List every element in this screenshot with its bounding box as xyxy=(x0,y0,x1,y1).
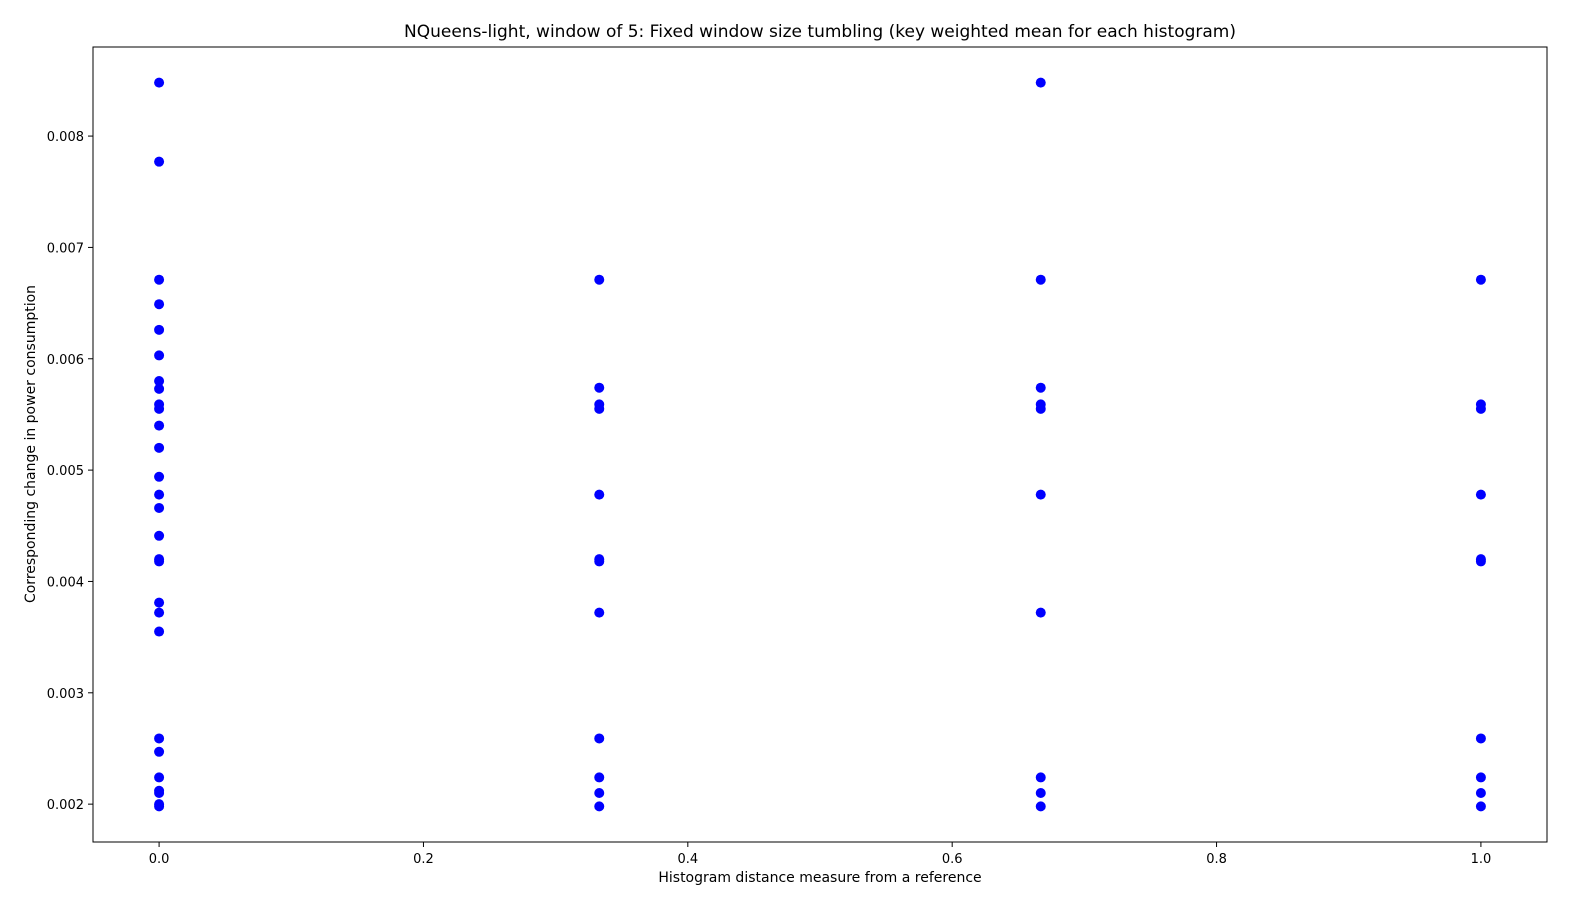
y-axis-label: Corresponding change in power consumptio… xyxy=(23,285,39,603)
scatter-point xyxy=(154,772,165,783)
scatter-point xyxy=(1035,403,1046,414)
scatter-point xyxy=(1035,382,1046,393)
scatter-point xyxy=(154,626,165,637)
scatter-point xyxy=(594,733,605,744)
scatter-point xyxy=(594,556,605,567)
x-tick-label: 0.4 xyxy=(677,852,698,867)
x-axis: 0.0 0.2 0.4 0.6 0.8 1.0 xyxy=(149,842,1492,867)
plot-area-frame xyxy=(92,46,1548,843)
y-tick-label: 0.006 xyxy=(47,353,84,368)
x-tick-label: 0.6 xyxy=(942,852,963,867)
scatter-point xyxy=(1475,788,1486,799)
scatter-point xyxy=(1035,607,1046,618)
scatter-point xyxy=(154,788,165,799)
scatter-point xyxy=(1475,733,1486,744)
scatter-point xyxy=(1475,489,1486,500)
scatter-point xyxy=(154,733,165,744)
x-tick-label: 1.0 xyxy=(1471,852,1492,867)
x-tick-label: 0.8 xyxy=(1206,852,1227,867)
y-tick-label: 0.003 xyxy=(47,687,84,702)
x-axis-label: Histogram distance measure from a refere… xyxy=(658,870,981,886)
scatter-point xyxy=(154,746,165,757)
y-tick-label: 0.005 xyxy=(47,464,84,479)
chart-title: NQueens-light, window of 5: Fixed window… xyxy=(404,22,1236,42)
scatter-point xyxy=(154,471,165,482)
scatter-point xyxy=(154,77,165,88)
scatter-point xyxy=(154,350,165,361)
y-tick-label: 0.008 xyxy=(47,130,84,145)
scatter-point xyxy=(154,530,165,541)
scatter-point xyxy=(154,502,165,513)
scatter-point xyxy=(1475,772,1486,783)
scatter-point xyxy=(154,420,165,431)
scatter-point xyxy=(154,607,165,618)
scatter-point xyxy=(594,382,605,393)
scatter-point xyxy=(154,556,165,567)
scatter-point xyxy=(594,772,605,783)
scatter-point xyxy=(154,597,165,608)
scatter-point xyxy=(594,489,605,500)
scatter-point xyxy=(1035,772,1046,783)
x-tick-label: 0.0 xyxy=(149,852,170,867)
scatter-point xyxy=(154,403,165,414)
scatter-point xyxy=(154,801,165,812)
scatter-point xyxy=(154,383,165,394)
scatter-point xyxy=(1475,801,1486,812)
scatter-point xyxy=(1475,274,1486,285)
scatter-point xyxy=(594,801,605,812)
scatter-point xyxy=(154,156,165,167)
scatter-point xyxy=(154,324,165,335)
scatter-point xyxy=(1035,77,1046,88)
scatter-point xyxy=(1035,801,1046,812)
scatter-point xyxy=(1035,788,1046,799)
scatter-point xyxy=(1035,274,1046,285)
scatter-point xyxy=(594,788,605,799)
y-axis: 0.002 0.003 0.004 0.005 0.006 0.007 0.008 xyxy=(47,130,93,813)
scatter-point xyxy=(154,274,165,285)
scatter-point xyxy=(1035,489,1046,500)
scatter-point xyxy=(154,442,165,453)
scatter-point xyxy=(154,489,165,500)
scatter-point xyxy=(594,274,605,285)
scatter-point xyxy=(154,299,165,310)
scatter-point xyxy=(594,607,605,618)
scatter-point xyxy=(594,403,605,414)
y-tick-label: 0.007 xyxy=(47,241,84,256)
data-points xyxy=(154,77,1486,812)
scatter-point xyxy=(1475,556,1486,567)
y-tick-label: 0.004 xyxy=(47,575,84,590)
scatter-point xyxy=(1475,403,1486,414)
y-tick-label: 0.002 xyxy=(47,798,84,813)
scatter-point xyxy=(154,376,165,387)
x-tick-label: 0.2 xyxy=(413,852,434,867)
